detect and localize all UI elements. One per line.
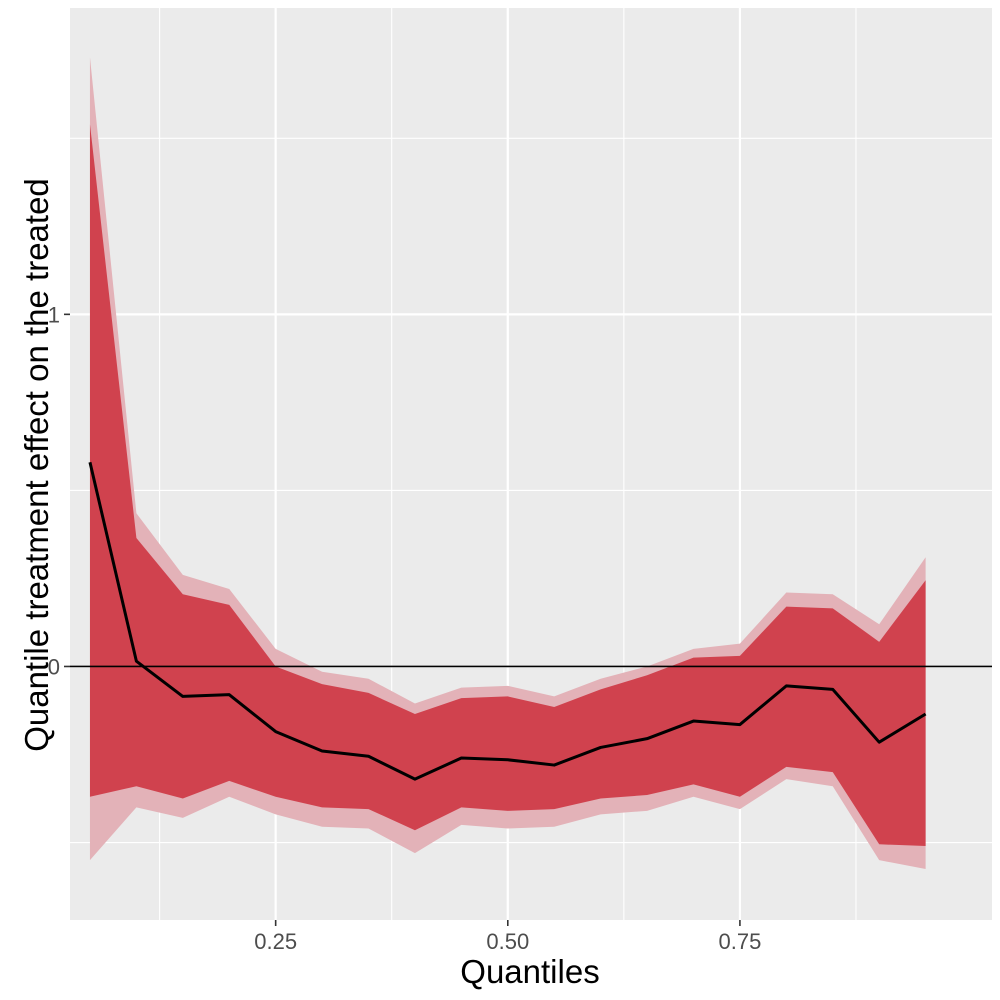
minor-gridlines	[70, 8, 992, 920]
x-tick-label: 0.25	[254, 929, 297, 954]
y-tick-label: 0	[48, 654, 60, 679]
x-axis-title: Quantiles	[460, 953, 599, 990]
y-axis-title: Quantile treatment effect on the treated	[18, 178, 55, 752]
x-tick-label: 0.50	[486, 929, 529, 954]
inner-confidence-band	[89, 124, 926, 847]
y-axis: 01	[48, 302, 70, 679]
x-axis: 0.25 0.50 0.75	[254, 920, 761, 954]
estimate-line	[88, 461, 927, 781]
x-tick-label: 0.75	[718, 929, 761, 954]
y-tick-label: 1	[48, 302, 60, 327]
